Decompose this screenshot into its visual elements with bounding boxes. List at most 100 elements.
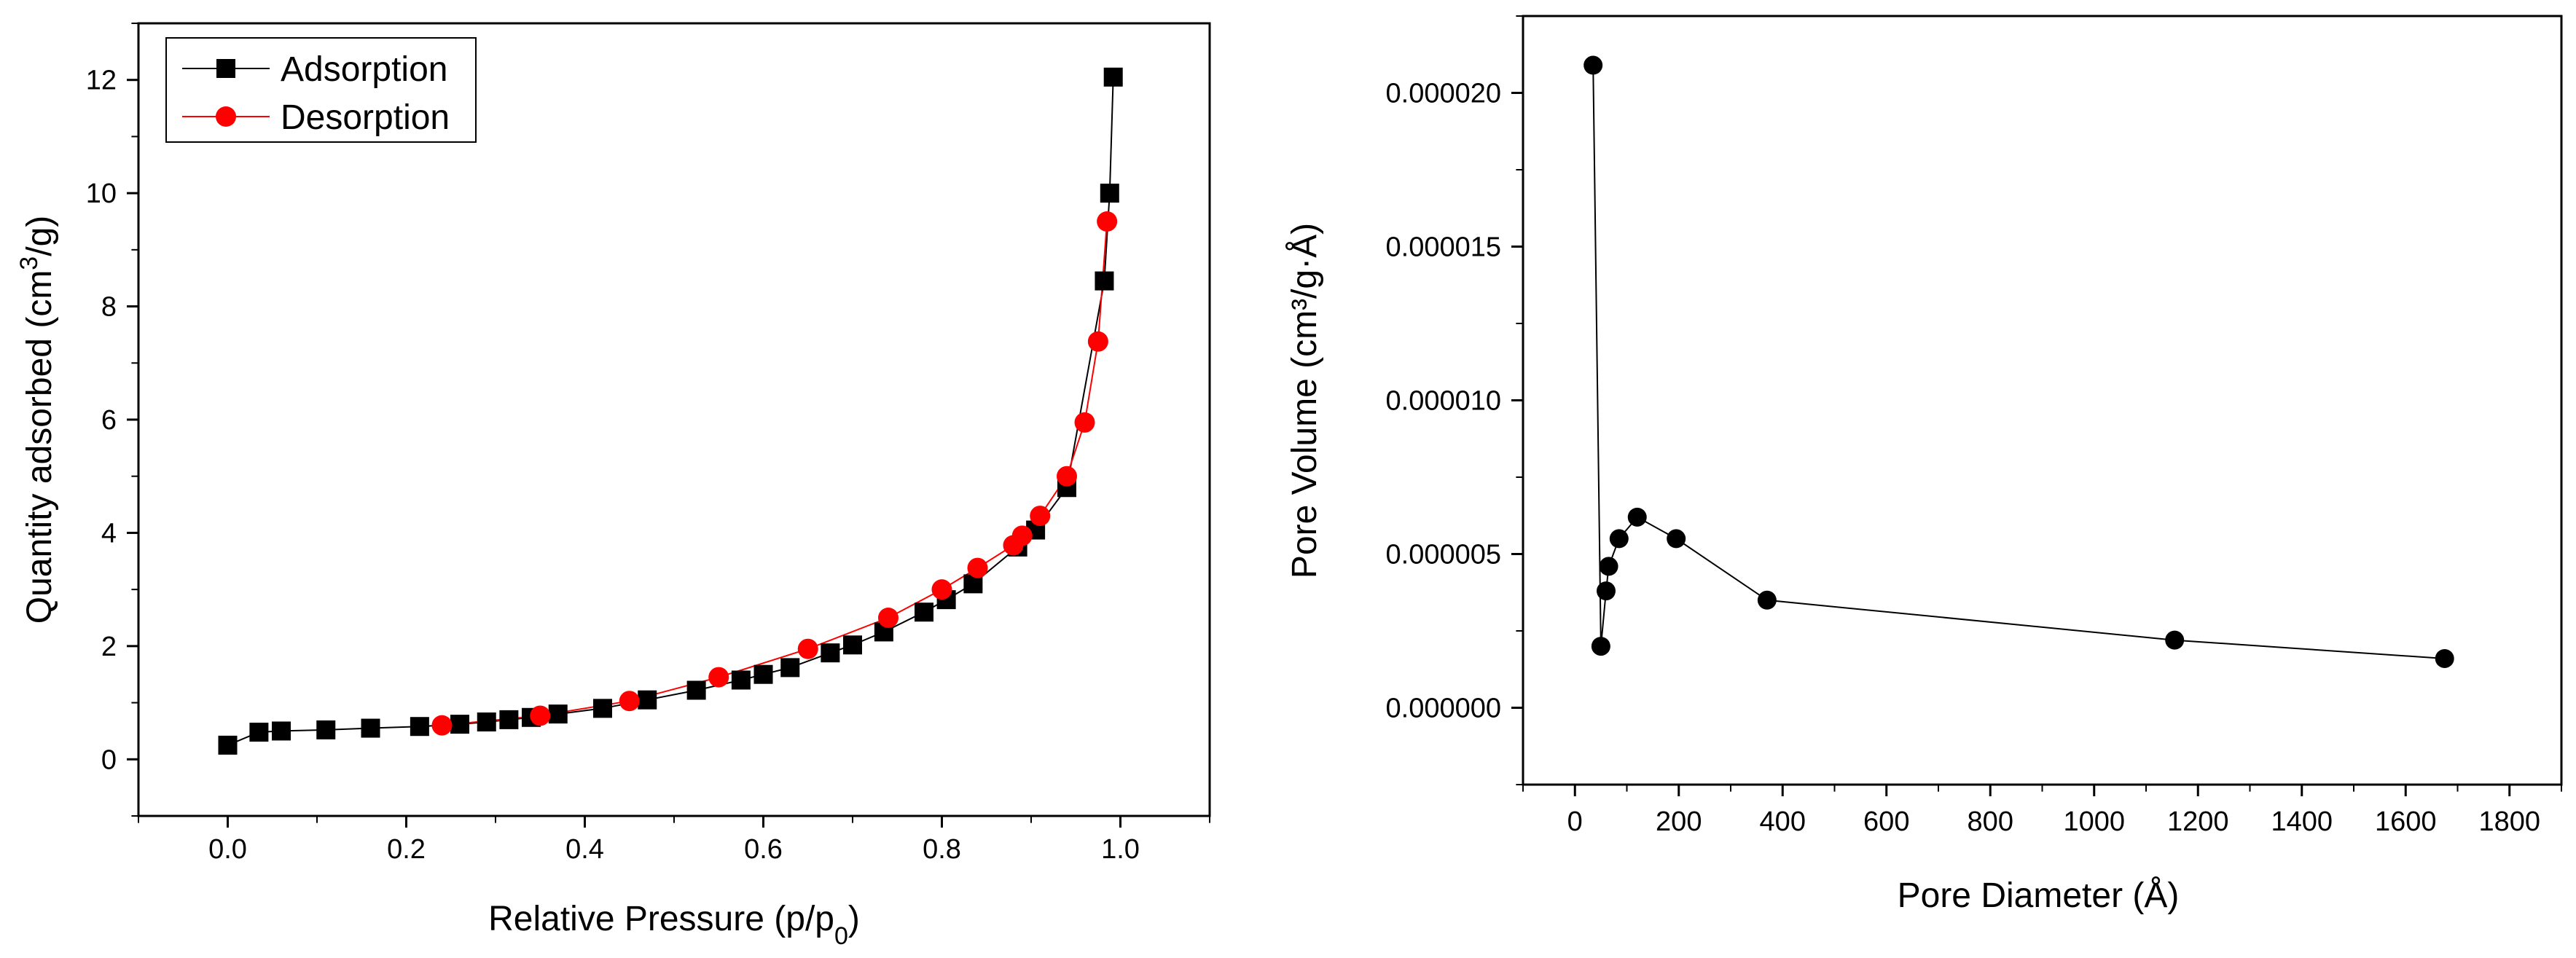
data-point	[780, 658, 800, 678]
series-line-desorption	[442, 221, 1108, 726]
data-point	[361, 718, 380, 738]
data-point	[1583, 55, 1603, 75]
data-point	[1757, 590, 1777, 610]
x-tick-label: 1000	[2063, 806, 2125, 837]
data-point	[1609, 529, 1629, 549]
data-point	[249, 722, 269, 742]
x-tick-labels: 0.0 0.2 0.4 0.6 0.8 1.0	[208, 834, 1140, 865]
data-point	[272, 721, 291, 741]
y-axis-title: Quantity adsorbed (cm3/g)	[15, 216, 59, 624]
data-point	[1011, 525, 1033, 546]
legend-marker-desorption	[216, 106, 236, 127]
data-point	[218, 735, 238, 755]
data-point	[1103, 67, 1123, 87]
x-tick-label: 1.0	[1101, 834, 1140, 865]
data-point	[1627, 507, 1647, 527]
series-lines	[227, 76, 1114, 746]
y-tick-labels: 0 2 4 6 8 10 12	[86, 66, 117, 776]
data-point	[548, 704, 568, 724]
data-point	[410, 717, 429, 737]
data-point	[1097, 211, 1118, 232]
x-tick-label: 0.4	[565, 834, 604, 865]
data-point	[843, 635, 862, 655]
series-line-pore-volume	[1592, 65, 2445, 659]
x-tick-label: 1400	[2271, 806, 2333, 837]
y-tick-label: 0.000015	[1386, 232, 1502, 263]
y-tick-label: 10	[86, 178, 117, 209]
data-point	[915, 602, 933, 622]
data-point	[797, 638, 818, 659]
y-tick-label: 12	[86, 66, 117, 96]
tick-marks	[1511, 15, 2562, 796]
series-line-adsorption	[227, 76, 1114, 746]
data-point	[1667, 529, 1686, 549]
data-point	[2165, 630, 2185, 650]
plot-frame	[1522, 15, 2563, 786]
data-point	[450, 715, 469, 734]
y-tick-label: 0.000020	[1386, 79, 1502, 109]
data-point	[1074, 412, 1095, 433]
data-point	[753, 664, 773, 684]
y-axis-title: Pore Volume (cm³/g·Å)	[1285, 223, 1324, 578]
x-tick-label: 400	[1760, 806, 1806, 837]
x-tick-label: 800	[1968, 806, 2013, 837]
data-point	[477, 712, 496, 731]
data-point	[708, 667, 729, 688]
data-point	[593, 699, 612, 718]
x-axis-title: Relative Pressure (p/p0)	[488, 900, 860, 950]
y-tick-label: 0.000000	[1386, 694, 1502, 724]
data-point	[1597, 581, 1616, 601]
x-tick-label: 1800	[2478, 806, 2540, 837]
y-tick-label: 8	[101, 292, 117, 323]
x-tick-label: 1200	[2167, 806, 2229, 837]
series-markers	[1583, 55, 2454, 668]
data-point	[2435, 648, 2454, 668]
x-tick-label: 0.8	[923, 834, 961, 865]
x-tick-label: 0.0	[208, 834, 247, 865]
data-point	[316, 720, 336, 739]
data-point	[1599, 557, 1618, 576]
data-point	[1591, 637, 1610, 656]
data-point	[499, 710, 519, 729]
data-point	[431, 715, 453, 736]
series-lines	[1592, 65, 2445, 659]
x-tick-label: 200	[1656, 806, 1702, 837]
isotherm-chart: 0.0 0.2 0.4 0.6 0.8 1.0 0 2 4 6 8 10 12 Relative Pr…	[15, 22, 1211, 950]
x-tick-label: 0	[1567, 806, 1583, 837]
y-tick-label: 2	[101, 632, 117, 662]
x-axis-title: Pore Diameter (Å)	[1898, 876, 2180, 915]
data-point	[530, 705, 551, 726]
data-point	[1100, 184, 1119, 203]
data-point	[619, 691, 640, 712]
series-markers	[218, 67, 1123, 755]
x-tick-labels: 0 200 400 600 800 1000 1200 1400 1600 1800	[1567, 806, 2540, 837]
x-tick-label: 0.6	[744, 834, 783, 865]
x-tick-label: 0.2	[387, 834, 426, 865]
data-point	[731, 670, 751, 690]
legend-box	[165, 37, 477, 143]
legend-label-desorption: Desorption	[281, 98, 450, 137]
x-tick-label: 600	[1863, 806, 1909, 837]
data-point	[1087, 331, 1108, 352]
data-point	[967, 557, 988, 578]
data-point	[821, 643, 840, 663]
pore-distribution-chart: 0 200 400 600 800 1000 1200 1400 1600 1800 0.0000…	[1285, 15, 2563, 915]
y-tick-label: 0	[101, 745, 117, 775]
data-point	[1057, 466, 1077, 487]
y-tick-label: 0.000005	[1386, 540, 1502, 570]
legend-label-adsorption: Adsorption	[281, 50, 447, 89]
x-tick-label: 1600	[2375, 806, 2437, 837]
y-tick-label: 0.000010	[1386, 386, 1502, 417]
data-point	[878, 608, 899, 628]
data-point	[1030, 506, 1051, 527]
y-tick-label: 6	[101, 405, 117, 436]
legend: Adsorption Desorption	[165, 37, 477, 143]
y-tick-labels: 0.000000 0.000005 0.000010 0.000015 0.000020	[1386, 79, 1502, 724]
data-point	[638, 690, 657, 710]
data-point	[1095, 271, 1114, 291]
y-tick-label: 4	[101, 518, 117, 549]
data-point	[931, 579, 952, 600]
data-point	[686, 680, 706, 700]
legend-marker-adsorption	[216, 59, 235, 78]
